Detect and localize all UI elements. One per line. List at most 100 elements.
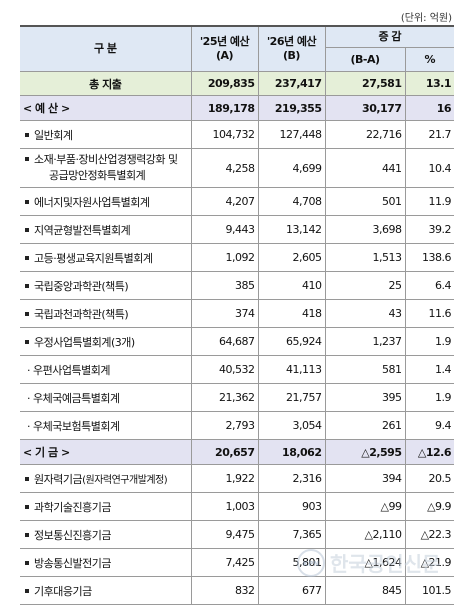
- row-label-text: 국립중앙과학관(책특): [34, 279, 129, 293]
- table-row: 지역균형발전특별회계 9,443 13,142 3,698 39.2: [20, 215, 455, 244]
- row-diff: 394: [324, 464, 405, 493]
- table-row: 정보통신진흥기금 9,475 7,365 △2,110 △22.3: [20, 520, 455, 549]
- header-change-group: 증 감: [324, 25, 455, 48]
- table-row: 에너지및자원사업특별회계 4,207 4,708 501 11.9: [20, 187, 455, 216]
- fund-section-2026: 18,062: [257, 439, 325, 465]
- budget-section-2026: 219,355: [257, 95, 325, 121]
- fund-section-pct: △12.6: [404, 439, 455, 465]
- table-row: 국립중앙과학관(책특) 385 410 25 6.4: [20, 271, 455, 300]
- row-pct: 138.6: [404, 243, 455, 272]
- row-diff: △99: [324, 492, 405, 521]
- table-header-row-1: 구 분 '25년 예산 (A) '26년 예산 (B) 증 감: [20, 25, 455, 72]
- middle-dot-icon: ·: [27, 391, 31, 405]
- row-pct: 39.2: [404, 215, 455, 244]
- row-2026: 7,365: [257, 520, 325, 549]
- row-pct: 20.5: [404, 464, 455, 493]
- row-label: 정보통신진흥기금: [20, 520, 191, 549]
- bullet-icon: [25, 532, 29, 537]
- row-pct: 9.4: [404, 411, 455, 440]
- row-2025: 385: [190, 271, 258, 300]
- total-2025: 209,835: [190, 71, 258, 96]
- header-change-percent: %: [404, 47, 455, 72]
- row-label-text: 우편사업특별회계: [33, 363, 110, 377]
- row-pct: △21.9: [404, 548, 455, 577]
- bullet-icon: [25, 157, 29, 162]
- header-2025-budget: '25년 예산 (A): [190, 25, 258, 72]
- bullet-icon: [25, 255, 29, 260]
- header-2026-budget: '26년 예산 (B): [257, 25, 325, 72]
- header-2025-line2: (A): [215, 49, 234, 62]
- row-diff: 1,237: [324, 327, 405, 356]
- bullet-icon: [25, 311, 29, 316]
- table-row: 국립과천과학관(책특) 374 418 43 11.6: [20, 299, 455, 328]
- budget-table: 구 분 '25년 예산 (A) '26년 예산 (B) 증 감 (B-A) % …: [20, 25, 455, 605]
- table-row: 원자력기금(원자력연구개발계정) 1,922 2,316 394 20.5: [20, 464, 455, 493]
- row-label-sub: (원자력연구개발계정): [82, 474, 168, 486]
- row-pct: △22.3: [404, 520, 455, 549]
- table-row: 우정사업특별회계(3개) 64,687 65,924 1,237 1.9: [20, 327, 455, 356]
- unit-note: (단위: 억원): [400, 13, 452, 24]
- table-row: 소재·부품·장비산업경쟁력강화 및 공급망안정화특별회계 4,258 4,699…: [20, 148, 455, 188]
- row-label: 일반회계: [20, 120, 191, 149]
- row-pct: 1.9: [404, 383, 455, 412]
- row-label-line2: 공급망안정화특별회계: [49, 169, 146, 182]
- row-pct: 1.4: [404, 355, 455, 384]
- row-label: 지역균형발전특별회계: [20, 215, 191, 244]
- row-label: 방송통신발전기금: [20, 548, 191, 577]
- row-label: · 우체국예금특별회계: [20, 383, 191, 412]
- header-2025-line1: '25년 예산: [199, 35, 250, 49]
- row-label-text: 지역균형발전특별회계: [34, 223, 131, 237]
- budget-section-diff: 30,177: [324, 95, 405, 121]
- header-2026-line1: '26년 예산: [266, 35, 317, 49]
- row-2025: 1,092: [190, 243, 258, 272]
- total-pct: 13.1: [404, 71, 455, 96]
- bullet-icon: [25, 283, 29, 288]
- row-label-text: 기후대응기금: [34, 584, 92, 598]
- budget-section-label: < 예 산 >: [20, 95, 191, 121]
- row-label: 기후대응기금: [20, 576, 191, 605]
- row-2025: 9,475: [190, 520, 258, 549]
- row-pct: 10.4: [404, 148, 455, 188]
- row-2026: 13,142: [257, 215, 325, 244]
- row-2025: 64,687: [190, 327, 258, 356]
- header-2026-line2: (B): [283, 49, 300, 62]
- row-2025: 832: [190, 576, 258, 605]
- bullet-icon: [25, 476, 29, 481]
- row-label: 소재·부품·장비산업경쟁력강화 및 공급망안정화특별회계: [20, 148, 191, 188]
- row-diff: 1,513: [324, 243, 405, 272]
- row-label-text: 과학기술진흥기금: [34, 500, 111, 514]
- row-label-text: 정보통신진흥기금: [34, 528, 111, 542]
- row-label: · 우체국보험특별회계: [20, 411, 191, 440]
- row-2025: 40,532: [190, 355, 258, 384]
- row-label-text: 국립과천과학관(책특): [34, 307, 129, 321]
- total-row: 총 지출 209,835 237,417 27,581 13.1: [20, 71, 455, 96]
- total-diff: 27,581: [324, 71, 405, 96]
- row-2026: 5,801: [257, 548, 325, 577]
- fund-section-diff: △2,595: [324, 439, 405, 465]
- total-2026: 237,417: [257, 71, 325, 96]
- row-2026: 2,605: [257, 243, 325, 272]
- row-2025: 7,425: [190, 548, 258, 577]
- row-2025: 104,732: [190, 120, 258, 149]
- row-diff: 441: [324, 148, 405, 188]
- row-diff: 261: [324, 411, 405, 440]
- row-label: 고등·평생교육지원특별회계: [20, 243, 191, 272]
- row-label: 국립중앙과학관(책특): [20, 271, 191, 300]
- row-2026: 418: [257, 299, 325, 328]
- bullet-icon: [25, 227, 29, 232]
- row-2026: 410: [257, 271, 325, 300]
- table-row: 방송통신발전기금 7,425 5,801 △1,624 △21.9: [20, 548, 455, 577]
- row-diff: 25: [324, 271, 405, 300]
- row-pct: 6.4: [404, 271, 455, 300]
- row-pct: 11.9: [404, 187, 455, 216]
- row-pct: 101.5: [404, 576, 455, 605]
- row-2025: 21,362: [190, 383, 258, 412]
- row-diff: △1,624: [324, 548, 405, 577]
- row-diff: 22,716: [324, 120, 405, 149]
- row-label-text: 일반회계: [34, 128, 73, 142]
- row-label: · 우편사업특별회계: [20, 355, 191, 384]
- row-label: 과학기술진흥기금: [20, 492, 191, 521]
- row-2026: 677: [257, 576, 325, 605]
- row-label-line1: 소재·부품·장비산업경쟁력강화 및: [23, 152, 188, 168]
- table-row: 고등·평생교육지원특별회계 1,092 2,605 1,513 138.6: [20, 243, 455, 272]
